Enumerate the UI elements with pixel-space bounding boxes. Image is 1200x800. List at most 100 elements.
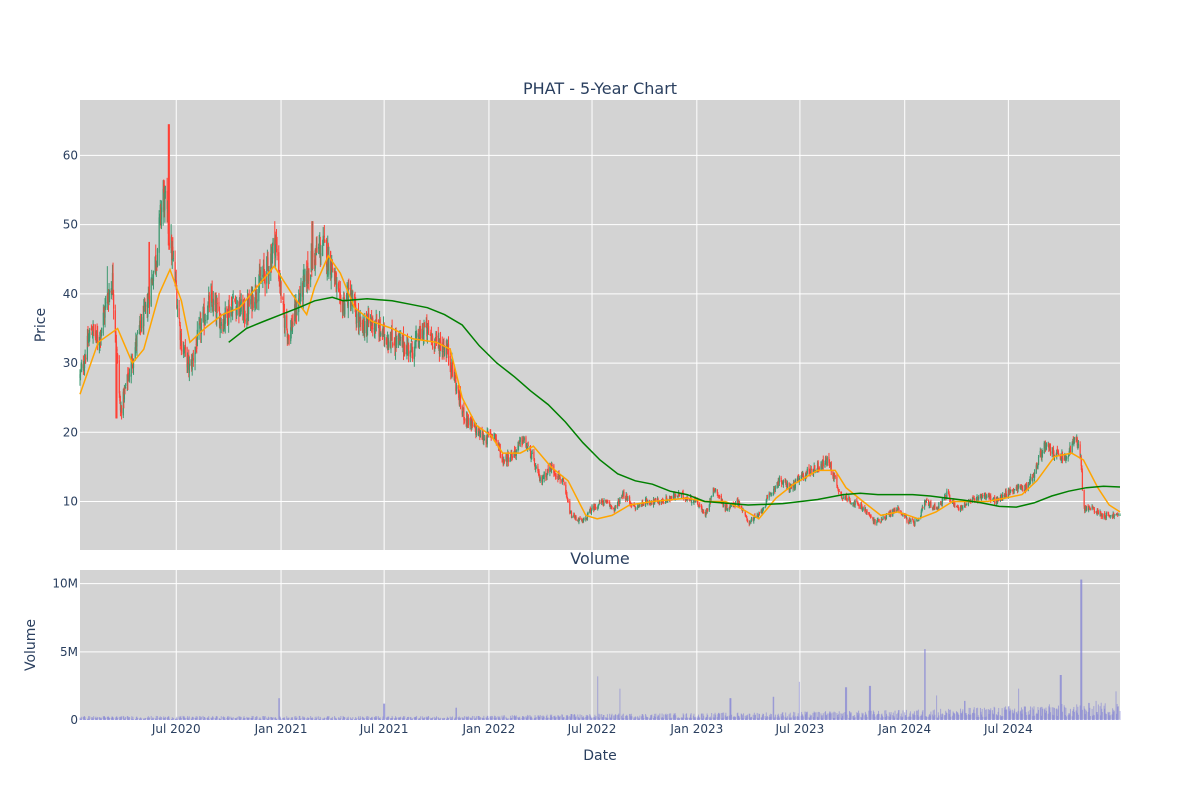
volume-bar: [251, 715, 253, 720]
candle-body: [801, 473, 803, 477]
volume-bar: [1000, 716, 1002, 720]
volume-bar: [1085, 709, 1087, 720]
volume-bar: [1053, 715, 1055, 720]
volume-bar: [1055, 709, 1057, 720]
candle-body: [897, 507, 899, 510]
volume-bar: [1041, 706, 1043, 720]
candle-body: [951, 502, 954, 504]
volume-bar: [446, 716, 448, 720]
volume-bar: [833, 718, 835, 720]
candle-body: [885, 514, 888, 518]
volume-bar: [1104, 703, 1106, 720]
volume-bar: [367, 716, 369, 720]
volume-bar: [1056, 715, 1058, 720]
volume-bar: [170, 719, 172, 720]
volume-bar: [182, 715, 184, 720]
volume-bar: [1113, 709, 1115, 720]
volume-bar: [267, 718, 269, 720]
volume-bar: [723, 712, 725, 720]
candle-body: [434, 339, 436, 342]
volume-bar: [1100, 702, 1102, 720]
volume-bar: [757, 718, 759, 720]
volume-bar: [355, 718, 357, 720]
candle-body: [236, 300, 238, 308]
volume-bar: [676, 717, 678, 720]
volume-bar: [868, 710, 870, 720]
volume-bar: [906, 717, 908, 720]
volume-bar: [231, 718, 233, 720]
volume-bar: [736, 713, 738, 720]
volume-bar: [338, 717, 340, 720]
volume-bar: [238, 716, 240, 720]
candle-body: [1051, 451, 1053, 454]
volume-bar: [1057, 705, 1059, 720]
volume-bar: [780, 713, 782, 720]
candle-body: [988, 494, 990, 497]
candle-body: [416, 332, 418, 337]
candle-body: [745, 515, 747, 517]
candle-body: [1077, 443, 1080, 446]
candle-body: [711, 495, 713, 498]
candle-body: [769, 492, 771, 494]
candle-body: [296, 311, 298, 315]
candle-body: [712, 487, 714, 496]
volume-bar: [283, 717, 285, 720]
volume-bar: [753, 718, 755, 720]
candle-body: [901, 513, 903, 515]
candle-body: [410, 340, 413, 342]
volume-bar: [372, 718, 374, 720]
volume-bar: [364, 718, 366, 720]
volume-bar: [127, 717, 129, 720]
volume-bar: [1077, 714, 1079, 720]
volume-bar: [378, 718, 380, 720]
volume-bar: [287, 717, 289, 720]
volume-bar: [207, 717, 209, 720]
candle-body: [411, 341, 413, 351]
volume-bar: [928, 714, 930, 720]
volume-bar: [818, 712, 820, 720]
candle-body: [1029, 476, 1032, 481]
volume-bar: [152, 718, 154, 720]
volume-bar: [637, 716, 639, 720]
volume-bar: [176, 718, 178, 720]
volume-bar: [81, 716, 83, 720]
candle-body: [928, 500, 930, 506]
volume-bar: [740, 713, 742, 720]
candle-body: [467, 418, 470, 426]
candle-body: [477, 428, 479, 435]
volume-bar: [900, 713, 902, 720]
volume-bar: [459, 717, 461, 720]
candle-body: [286, 315, 288, 329]
volume-bar: [880, 717, 882, 720]
volume-bar: [672, 715, 674, 720]
candle-body: [717, 494, 719, 496]
candle-body: [114, 310, 116, 334]
volume-bar: [802, 715, 804, 720]
candle-body: [589, 508, 591, 511]
candle-body: [525, 447, 528, 450]
volume-bar: [318, 718, 320, 720]
volume-bar: [137, 717, 139, 720]
candle-body: [134, 347, 136, 360]
volume-bar: [172, 718, 174, 720]
candle-body: [256, 299, 258, 303]
volume-bar: [412, 718, 414, 720]
candle-body: [788, 482, 790, 490]
candle-body: [834, 475, 836, 478]
volume-bar: [1069, 714, 1071, 720]
candle-body: [483, 438, 485, 441]
volume-bar: [633, 717, 635, 720]
volume-bar: [669, 718, 671, 720]
volume-bar: [633, 718, 635, 720]
volume-bar: [893, 717, 895, 720]
candle-body: [1057, 452, 1060, 456]
volume-bar: [697, 716, 699, 720]
volume-bar: [1043, 708, 1045, 720]
volume-bar: [276, 718, 278, 720]
candle-body: [323, 235, 325, 238]
volume-bar: [295, 716, 297, 720]
candle-body: [680, 494, 683, 496]
volume-bar: [1036, 714, 1038, 720]
volume-bar: [988, 714, 990, 720]
volume-bar: [565, 718, 567, 720]
